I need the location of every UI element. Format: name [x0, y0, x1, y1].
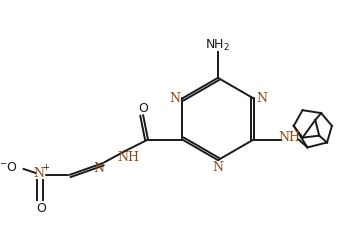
Text: N: N [256, 92, 267, 105]
Text: N: N [94, 162, 104, 175]
Text: O: O [36, 202, 46, 215]
Text: $^{-}$O: $^{-}$O [0, 161, 18, 174]
Text: NH: NH [279, 131, 301, 144]
Text: N: N [34, 167, 45, 180]
Text: O: O [138, 102, 148, 115]
Text: NH$_2$: NH$_2$ [205, 38, 230, 53]
Text: +: + [42, 164, 48, 173]
Text: NH: NH [117, 151, 139, 164]
Text: N: N [213, 161, 223, 174]
Text: N: N [169, 92, 180, 105]
